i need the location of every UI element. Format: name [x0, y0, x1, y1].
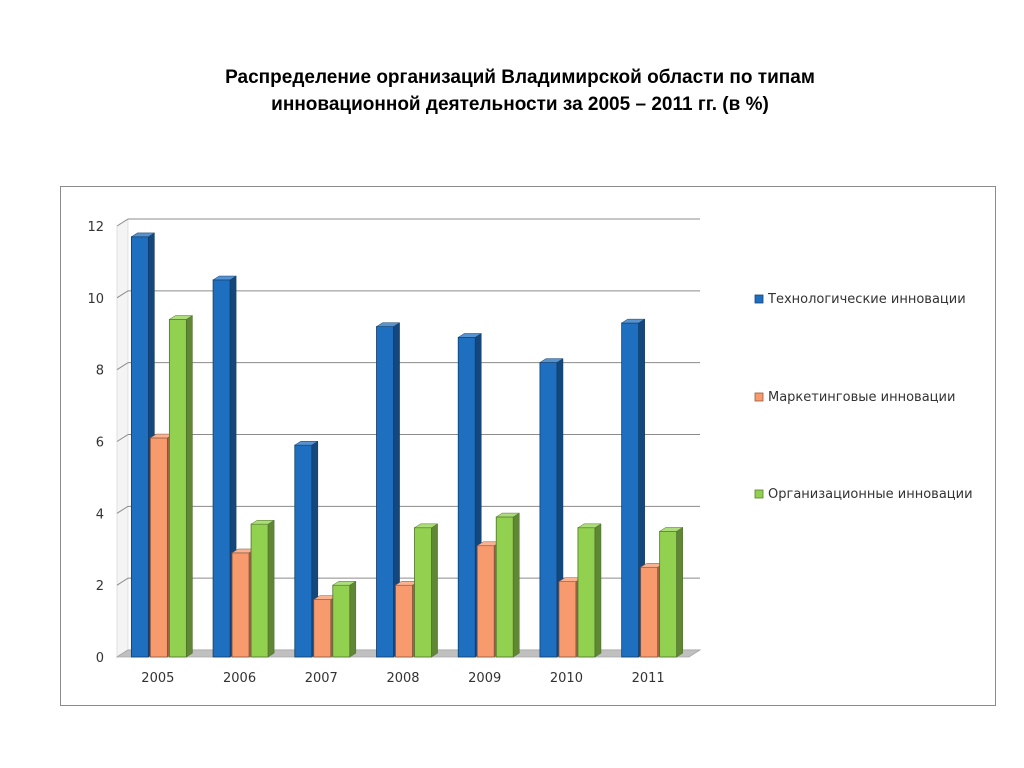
- bar-front: [577, 527, 596, 658]
- page-title: Распределение организаций Владимирской о…: [120, 64, 920, 118]
- bar-side: [431, 523, 438, 658]
- bar-top: [250, 520, 275, 525]
- bar-top: [212, 275, 237, 281]
- gridline-diagonal: [116, 290, 129, 299]
- bar-top: [130, 232, 156, 238]
- x-tick-label: 2009: [468, 671, 501, 686]
- bar-top: [413, 523, 439, 528]
- x-tick-label: 2008: [386, 671, 419, 686]
- bar-3-2007: [331, 580, 357, 658]
- y-tick-label: 10: [87, 292, 104, 307]
- bar-side: [594, 523, 602, 658]
- bar-front: [539, 362, 558, 658]
- legend-swatch: [754, 294, 764, 304]
- bar-top: [457, 333, 483, 338]
- bar-front: [149, 437, 168, 658]
- legend-label: Организационные инновации: [768, 487, 973, 502]
- bar-front: [495, 516, 514, 658]
- bar-front: [130, 236, 149, 658]
- bar-front: [558, 581, 577, 658]
- bar-1-2011: [620, 318, 646, 658]
- gridline-diagonal: [116, 505, 129, 514]
- gridline-diagonal: [116, 577, 129, 586]
- legend-swatch: [754, 489, 764, 499]
- bar-front: [640, 566, 659, 658]
- legend: Технологические инновации Маркетинговые и…: [754, 292, 973, 502]
- bar-top: [620, 318, 646, 324]
- bar-top: [658, 527, 684, 532]
- bar-front: [457, 336, 476, 658]
- bar-front: [476, 545, 495, 658]
- bar-front: [414, 527, 432, 658]
- bar-side: [186, 315, 193, 658]
- bar-front: [168, 318, 187, 658]
- bar-front: [376, 326, 394, 658]
- y-tick-label: 6: [96, 436, 104, 451]
- bars: [130, 232, 684, 658]
- x-tick-label: 2006: [223, 671, 256, 686]
- x-tick-label: 2005: [141, 671, 174, 686]
- bar-1-2010: [539, 358, 564, 658]
- bar-side: [676, 526, 683, 658]
- bar-side: [349, 580, 357, 658]
- x-tick-label: 2007: [305, 671, 338, 686]
- x-axis-ticks: 2005 2006 2007 2008 2009 2010 2011: [141, 671, 664, 686]
- gridline-diagonal: [116, 362, 129, 371]
- bar-front: [621, 322, 640, 658]
- bar-top: [539, 358, 564, 363]
- legend-label: Маркетинговые инновации: [768, 390, 955, 405]
- bar-front: [231, 552, 250, 658]
- y-axis-ticks: 0 2 4 6 8 10 12: [87, 220, 104, 666]
- bar-front: [313, 599, 332, 658]
- bar-3-2006: [250, 519, 275, 658]
- bar-front: [395, 584, 413, 658]
- bar-1-2007: [293, 440, 319, 658]
- bar-1-2008: [375, 322, 401, 658]
- bar-side: [512, 512, 520, 658]
- bar-front: [659, 530, 678, 658]
- bar-3-2010: [577, 523, 602, 658]
- y-tick-label: 4: [96, 507, 104, 522]
- bar-top: [168, 315, 194, 320]
- bar-top: [331, 581, 357, 586]
- bar-front: [332, 584, 351, 658]
- bar-3-2009: [495, 512, 521, 658]
- bar-top: [577, 523, 602, 528]
- bar-top: [495, 512, 521, 518]
- page-title-line-2: инновационной деятельности за 2005 – 201…: [271, 94, 769, 115]
- x-tick-label: 2011: [632, 671, 665, 686]
- bar-top: [375, 322, 401, 327]
- bar-front: [250, 523, 269, 658]
- y-tick-label: 12: [87, 220, 104, 235]
- bar-3-2008: [413, 523, 439, 658]
- y-tick-label: 8: [96, 364, 104, 379]
- bar-3-2005: [168, 315, 194, 658]
- y-tick-label: 0: [96, 651, 104, 666]
- legend-item-2: Маркетинговые инновации: [754, 390, 955, 405]
- legend-label: Технологические инновации: [767, 292, 966, 307]
- page-title-line-1: Распределение организаций Владимирской о…: [225, 67, 815, 88]
- bar-top: [293, 440, 319, 446]
- y-tick-label: 2: [96, 579, 104, 594]
- legend-swatch: [754, 392, 764, 402]
- x-tick-label: 2010: [550, 671, 583, 686]
- bar-3-2011: [658, 526, 684, 658]
- gridline-diagonal: [116, 434, 129, 442]
- bar-front: [294, 444, 313, 658]
- legend-item-1: Технологические инновации: [754, 292, 966, 307]
- bar-front: [212, 279, 231, 658]
- gridline-diagonal: [116, 218, 129, 227]
- legend-item-3: Организационные инновации: [754, 487, 973, 502]
- bar-side: [267, 519, 275, 658]
